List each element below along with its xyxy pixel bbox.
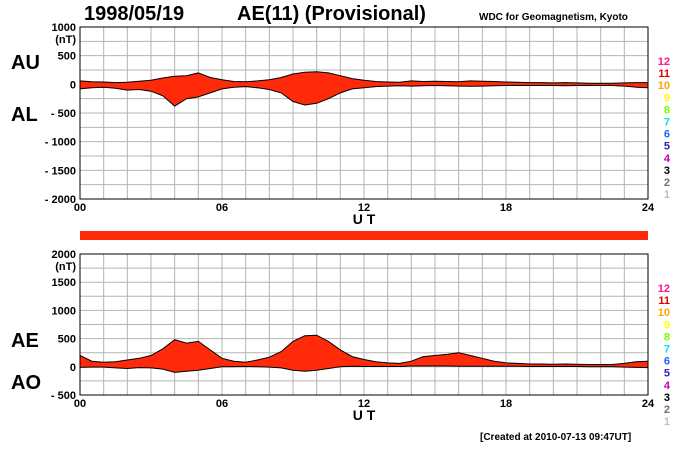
y-tick-label: - 1000 [45, 137, 76, 149]
station-count-legend-item: 11 [658, 68, 670, 80]
station-count-legend-item: 5 [664, 368, 670, 380]
station-count-legend-item: 6 [664, 129, 670, 141]
x-tick-label: 00 [74, 202, 86, 214]
x-tick-label: 12 [358, 398, 370, 410]
x-tick-label: 24 [642, 202, 655, 214]
ae-ao-x-axis-label: U T [353, 407, 376, 423]
au-al-plot-frame [79, 26, 649, 200]
station-count-legend-item: 9 [664, 319, 670, 331]
station-count-legend-item: 10 [658, 307, 670, 319]
y-tick-label: 1000 [52, 305, 76, 317]
x-tick-label: 06 [216, 202, 228, 214]
x-tick-label: 12 [358, 202, 370, 214]
x-tick-label: 00 [74, 398, 86, 410]
ae-label: AE [11, 330, 39, 352]
station-count-legend-item: 8 [664, 331, 670, 343]
station-count-legend-item: 2 [664, 177, 670, 189]
y-tick-label: - 500 [51, 390, 76, 402]
station-count-legend-item: 2 [664, 404, 670, 416]
au-al-unit-label: (nT) [55, 34, 76, 46]
al-label: AL [11, 104, 38, 126]
station-count-legend-item: 11 [658, 295, 670, 307]
au-label: AU [11, 52, 40, 74]
station-coverage-bar [80, 231, 648, 240]
chart-date: 1998/05/19 [84, 3, 185, 25]
y-tick-label: 0 [70, 362, 76, 374]
y-tick-label: 500 [58, 334, 76, 346]
station-count-legend-item: 7 [664, 117, 670, 129]
station-count-legend-item: 1 [664, 189, 670, 201]
station-count-legend-item: 4 [664, 153, 671, 165]
station-count-legend-item: 3 [664, 165, 670, 177]
au-al-area-fill [80, 71, 648, 107]
station-count-legend-item: 4 [664, 380, 671, 392]
x-tick-label: 18 [500, 398, 512, 410]
created-timestamp: [Created at 2010-07-13 09:47UT] [480, 432, 632, 443]
y-tick-label: 1000 [52, 22, 76, 34]
y-tick-label: - 2000 [45, 194, 76, 206]
x-tick-label: 24 [642, 398, 655, 410]
station-count-legend-item: 3 [664, 392, 670, 404]
y-tick-label: - 1500 [45, 165, 76, 177]
y-tick-label: 0 [70, 79, 76, 91]
series-line-ae [79, 334, 649, 365]
station-count-legend-item: 12 [658, 283, 670, 295]
station-count-legend-item: 8 [664, 104, 670, 116]
chart-title: AE(11) (Provisional) [237, 3, 426, 25]
ae-ao-unit-label: (nT) [55, 261, 76, 273]
y-tick-label: - 500 [51, 108, 76, 120]
series-line-ao [79, 365, 649, 373]
station-count-legend-item: 6 [664, 356, 670, 368]
series-line-al [79, 84, 649, 107]
station-count-legend-item: 7 [664, 344, 670, 356]
x-tick-label: 18 [500, 202, 512, 214]
data-source: WDC for Geomagnetism, Kyoto [479, 12, 628, 23]
x-tick-label: 06 [216, 398, 228, 410]
station-count-legend-item: 12 [658, 56, 670, 68]
au-al-x-axis-label: U T [353, 211, 376, 227]
ao-label: AO [11, 372, 41, 394]
ae-ao-plot-frame [79, 253, 649, 396]
y-tick-label: 1500 [52, 277, 76, 289]
y-tick-label: 2000 [52, 249, 76, 261]
station-count-legend-item: 1 [664, 416, 670, 428]
station-count-legend-item: 5 [664, 141, 670, 153]
y-tick-label: 500 [58, 51, 76, 63]
station-count-legend-item: 9 [664, 92, 670, 104]
series-line-au [79, 71, 648, 84]
station-count-legend-item: 10 [658, 80, 670, 92]
